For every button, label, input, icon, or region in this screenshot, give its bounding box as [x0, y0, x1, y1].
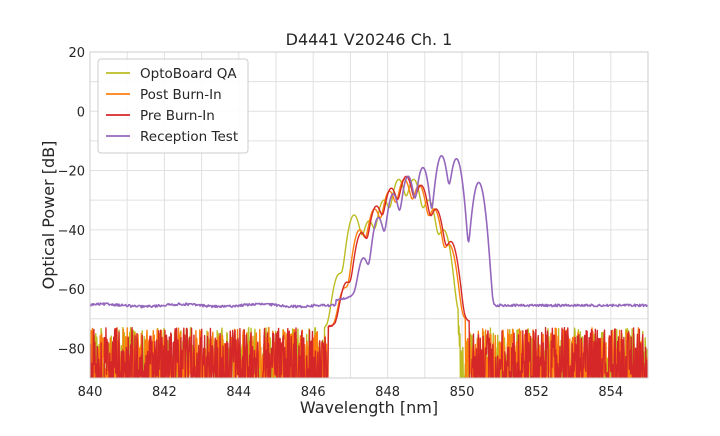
x-tick-label: 852	[524, 385, 549, 400]
y-axis-label: Optical Power [dB]	[39, 141, 58, 290]
y-tick-label: −60	[58, 283, 85, 298]
x-tick-label: 850	[450, 385, 475, 400]
x-tick-label: 840	[78, 385, 103, 400]
legend: OptoBoard QA Post Burn-In Pre Burn-In Recep…	[97, 58, 249, 154]
series-line-reception-test	[90, 155, 648, 309]
series-line-pre-burn-in	[90, 175, 648, 378]
series-layer	[90, 155, 648, 378]
y-tick-label: −80	[58, 342, 85, 357]
tick-labels: 840 842 844 846 848 850 852 854 −80 −60 −40 −20 0 20	[58, 46, 624, 400]
x-tick-label: 848	[375, 385, 400, 400]
y-tick-label: 20	[68, 46, 85, 61]
legend-label: Pre Burn-In	[140, 108, 215, 124]
x-tick-label: 854	[598, 385, 623, 400]
x-axis-label: Wavelength [nm]	[300, 398, 438, 417]
y-tick-label: 0	[77, 105, 85, 120]
legend-box	[97, 58, 249, 154]
x-tick-label: 846	[301, 385, 326, 400]
legend-label: Post Burn-In	[140, 87, 222, 103]
legend-label: Reception Test	[140, 129, 238, 145]
x-tick-label: 842	[152, 385, 177, 400]
chart-title: D4441 V20246 Ch. 1	[286, 30, 453, 49]
legend-label: OptoBoard QA	[140, 66, 237, 82]
y-tick-label: −20	[58, 165, 85, 180]
x-tick-label: 844	[226, 385, 251, 400]
plot-frame	[89, 51, 649, 379]
y-tick-label: −40	[58, 224, 85, 239]
